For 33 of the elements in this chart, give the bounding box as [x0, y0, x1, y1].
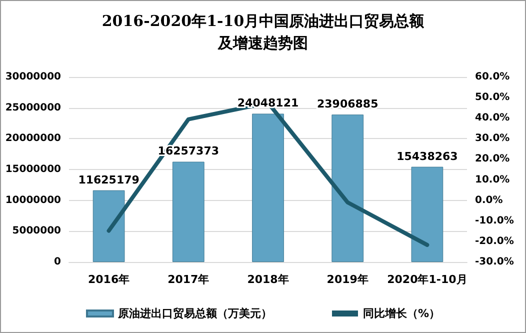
legend-label: 同比增长（%）: [362, 307, 440, 320]
chart-title: 2016-2020年1-10月中国原油进出口贸易总额及增速趋势图: [102, 12, 426, 52]
x-tick-label: 2018年: [247, 273, 289, 286]
y-tick-label: 15000000: [5, 164, 62, 175]
data-label: 11625179: [78, 173, 140, 186]
data-label: 23906885: [316, 98, 378, 111]
bar: [92, 190, 125, 262]
y2-tick-label: 20.0%: [475, 154, 510, 165]
y2-tick-label: -30.0%: [475, 256, 514, 268]
data-label: 15438263: [396, 150, 458, 163]
bar: [252, 114, 284, 262]
y-tick-label: 5000000: [12, 226, 62, 237]
y2-tick-label: -20.0%: [475, 236, 514, 247]
x-tick-label: 2020年1-10月: [387, 273, 468, 286]
y-tick-label: 10000000: [5, 194, 62, 206]
y2-tick-label: 10.0%: [475, 174, 510, 186]
y-tick-label: 30000000: [5, 72, 62, 82]
y2-tick-label: 0.0%: [475, 194, 503, 206]
y-tick-label: 25000000: [5, 102, 62, 114]
bar: [172, 162, 204, 262]
y2-tick-label: 40.0%: [475, 112, 510, 124]
y-tick-label: 0: [54, 256, 62, 268]
y2-tick-label: -10.0%: [475, 215, 514, 226]
x-tick-label: 2016年: [88, 273, 130, 286]
y2-tick-label: 50.0%: [475, 92, 510, 104]
bar: [332, 114, 364, 262]
x-tick-label: 2019年: [326, 273, 368, 286]
bar: [411, 166, 444, 262]
x-tick-label: 2017年: [168, 273, 210, 286]
y-tick-label: 20000000: [5, 133, 62, 144]
y2-tick-label: 60.0%: [475, 72, 510, 82]
y2-tick-label: 30.0%: [475, 133, 510, 144]
legend-label: 原油进出口贸易总额（万美元）: [116, 307, 272, 320]
